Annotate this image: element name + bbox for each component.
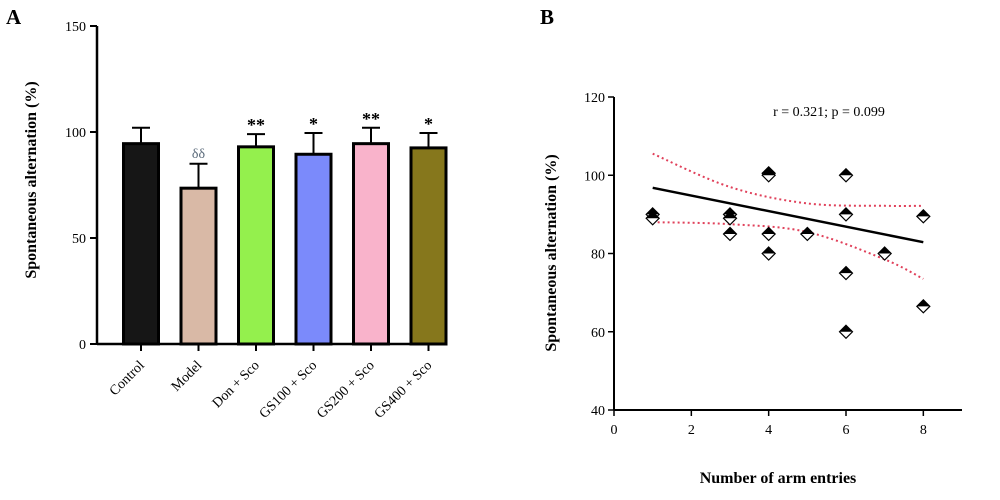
x-tick-label: 4: [765, 423, 772, 438]
category-label: Don + Sco: [210, 358, 263, 411]
data-point: [799, 226, 815, 242]
bar: [122, 142, 160, 346]
point-diamond-fill: [762, 168, 776, 176]
point-diamond-fill: [800, 227, 814, 234]
y-tick-label: 50: [72, 232, 86, 247]
point-diamond-fill: [839, 266, 853, 274]
category-label: GS200 + Sco: [314, 358, 377, 421]
y-tick-label: 120: [584, 91, 605, 106]
data-point: [915, 298, 931, 314]
y-tick-label: 0: [79, 338, 86, 353]
panel-letter-a: A: [6, 5, 22, 29]
correlation-annotation: r = 0.321; p = 0.099: [773, 105, 885, 120]
panel-b-y-axis-title: Spontaneous alternation (%): [543, 154, 560, 351]
x-tick-label: 0: [611, 423, 618, 438]
y-tick-label: 100: [65, 126, 86, 141]
data-point: [761, 167, 777, 183]
data-point: [722, 210, 738, 226]
data-point: [877, 246, 893, 261]
x-tick-label: 6: [843, 423, 850, 438]
category-label: Model: [169, 358, 206, 395]
y-tick-label: 80: [591, 248, 605, 263]
point-diamond-fill: [723, 211, 737, 219]
point-diamond-fill: [916, 299, 930, 307]
significance-marker: *: [309, 114, 318, 134]
category-label: GS100 + Sco: [257, 358, 320, 421]
point-diamond-fill: [839, 207, 853, 215]
bar: [409, 146, 448, 346]
data-point: [838, 324, 854, 340]
x-tick-label: 2: [688, 423, 695, 438]
data-point: [761, 246, 777, 261]
panel-b-x-axis-title: Number of arm entries: [700, 470, 857, 487]
y-tick-label: 60: [591, 326, 605, 341]
data-point: [838, 265, 854, 281]
bar: [352, 142, 390, 346]
bar: [179, 186, 218, 346]
significance-marker: *: [424, 114, 433, 134]
category-label: GS400 + Sco: [372, 358, 435, 421]
data-point: [645, 210, 661, 226]
x-tick-label: 8: [920, 423, 927, 438]
significance-marker: **: [247, 115, 265, 135]
y-tick-label: 40: [591, 404, 605, 419]
regression-line: [652, 186, 924, 244]
bar: [294, 152, 333, 346]
significance-marker: **: [362, 109, 380, 129]
panel-b-scatter-plot: 40 60 80 100 120 0 2 4 6 8: [584, 91, 962, 438]
point-diamond-fill: [878, 247, 892, 254]
bar: [237, 145, 275, 346]
panel-letter-b: B: [540, 5, 554, 29]
point-diamond-fill: [916, 209, 930, 217]
point-diamond-fill: [839, 325, 853, 332]
y-tick-label: 150: [65, 20, 86, 35]
category-label: Control: [107, 358, 148, 399]
point-diamond-fill: [646, 211, 660, 219]
point-diamond-fill: [762, 227, 776, 234]
data-point: [722, 226, 738, 242]
confidence-band-upper: [652, 152, 924, 207]
data-point: [761, 226, 777, 242]
data-point: [838, 207, 854, 222]
point-diamond-fill: [723, 227, 737, 234]
data-point: [838, 167, 854, 183]
point-diamond-fill: [839, 168, 853, 176]
panel-a-y-axis-title: Spontaneous alternation (%): [23, 81, 40, 278]
point-diamond-fill: [762, 247, 776, 254]
y-tick-label: 100: [584, 169, 605, 184]
significance-marker: δδ: [192, 147, 206, 162]
data-point: [915, 208, 931, 224]
